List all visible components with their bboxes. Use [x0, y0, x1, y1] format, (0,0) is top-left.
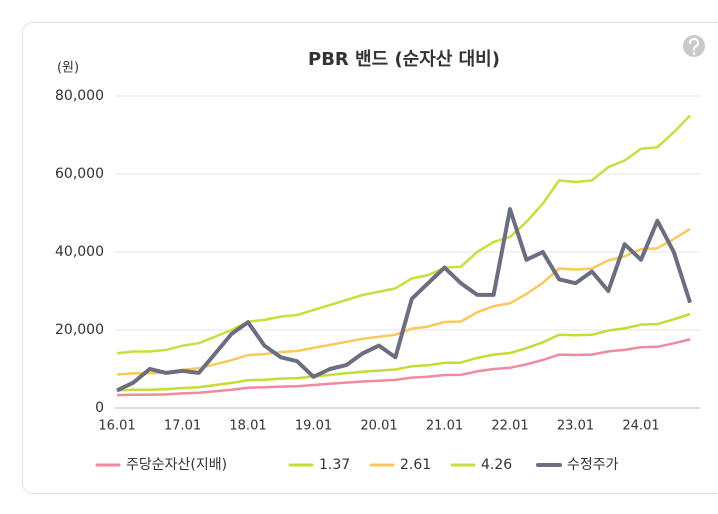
legend-label: 수정주가: [567, 457, 619, 473]
x-tick-label: 19.01: [295, 419, 332, 434]
x-tick-label: 24.01: [622, 419, 659, 434]
legend-label: 주당순자산(지배): [126, 457, 227, 473]
legend-label: 1.37: [319, 457, 350, 473]
x-tick-label: 21.01: [426, 419, 463, 434]
help-icon[interactable]: [683, 35, 705, 57]
y-tick-label: 60,000: [55, 166, 104, 182]
x-tick-label: 23.01: [557, 419, 594, 434]
legend-label: 4.26: [481, 457, 512, 473]
x-tick-label: 16.01: [98, 419, 135, 434]
y-tick-label: 20,000: [55, 322, 104, 338]
y-axis-unit: (원): [57, 61, 79, 76]
x-tick-label: 20.01: [360, 419, 397, 434]
legend-label: 2.61: [400, 457, 431, 473]
x-tick-label: 22.01: [491, 419, 528, 434]
y-tick-label: 40,000: [55, 244, 104, 260]
y-tick-label: 80,000: [55, 88, 104, 104]
y-tick-label: 0: [95, 400, 104, 416]
x-tick-label: 17.01: [164, 419, 201, 434]
chart-title: PBR 밴드 (순자산 대비): [308, 49, 500, 70]
x-tick-label: 18.01: [229, 419, 266, 434]
